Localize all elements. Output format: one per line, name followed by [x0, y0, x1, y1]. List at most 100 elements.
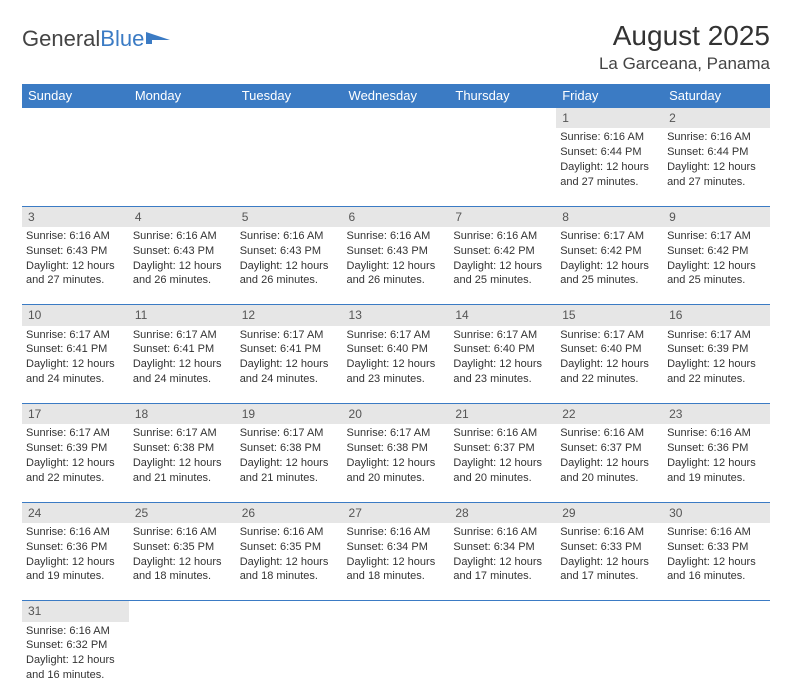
day-number: 18	[129, 404, 236, 425]
sunset-line: Sunset: 6:38 PM	[240, 441, 339, 456]
sunset-line: Sunset: 6:40 PM	[453, 342, 552, 357]
day-cell: Sunrise: 6:17 AMSunset: 6:38 PMDaylight:…	[343, 424, 450, 502]
day-cell: Sunrise: 6:16 AMSunset: 6:43 PMDaylight:…	[343, 227, 450, 305]
day-number	[22, 108, 129, 129]
sunrise-line: Sunrise: 6:17 AM	[560, 328, 659, 343]
location: La Garceana, Panama	[599, 54, 770, 74]
day-cell: Sunrise: 6:17 AMSunset: 6:39 PMDaylight:…	[663, 326, 770, 404]
day-number: 1	[556, 108, 663, 129]
day-number: 24	[22, 502, 129, 523]
day-cell: Sunrise: 6:16 AMSunset: 6:35 PMDaylight:…	[236, 523, 343, 601]
day-number: 28	[449, 502, 556, 523]
sunset-line: Sunset: 6:38 PM	[133, 441, 232, 456]
sunset-line: Sunset: 6:40 PM	[347, 342, 446, 357]
logo: GeneralBlue	[22, 20, 172, 52]
day-number: 15	[556, 305, 663, 326]
day-number: 7	[449, 206, 556, 227]
daylight-line: Daylight: 12 hours and 23 minutes.	[347, 357, 446, 387]
sunset-line: Sunset: 6:35 PM	[240, 540, 339, 555]
day-cell: Sunrise: 6:16 AMSunset: 6:33 PMDaylight:…	[663, 523, 770, 601]
sunset-line: Sunset: 6:41 PM	[240, 342, 339, 357]
day-cell	[663, 622, 770, 700]
day-number	[663, 601, 770, 622]
daynum-row: 12	[22, 108, 770, 129]
week-row: Sunrise: 6:16 AMSunset: 6:44 PMDaylight:…	[22, 128, 770, 206]
day-number: 16	[663, 305, 770, 326]
daylight-line: Daylight: 12 hours and 18 minutes.	[240, 555, 339, 585]
sunset-line: Sunset: 6:42 PM	[453, 244, 552, 259]
day-number	[343, 108, 450, 129]
day-number: 17	[22, 404, 129, 425]
sunset-line: Sunset: 6:32 PM	[26, 638, 125, 653]
day-number	[129, 108, 236, 129]
weekday-header: Tuesday	[236, 84, 343, 108]
sunrise-line: Sunrise: 6:17 AM	[347, 328, 446, 343]
sunset-line: Sunset: 6:34 PM	[453, 540, 552, 555]
sunset-line: Sunset: 6:43 PM	[240, 244, 339, 259]
day-cell: Sunrise: 6:17 AMSunset: 6:41 PMDaylight:…	[236, 326, 343, 404]
daylight-line: Daylight: 12 hours and 24 minutes.	[133, 357, 232, 387]
day-cell	[236, 128, 343, 206]
day-number: 29	[556, 502, 663, 523]
day-number: 22	[556, 404, 663, 425]
day-number: 30	[663, 502, 770, 523]
daynum-row: 17181920212223	[22, 404, 770, 425]
sunrise-line: Sunrise: 6:16 AM	[26, 624, 125, 639]
sunset-line: Sunset: 6:43 PM	[347, 244, 446, 259]
day-number	[556, 601, 663, 622]
day-cell: Sunrise: 6:16 AMSunset: 6:37 PMDaylight:…	[556, 424, 663, 502]
day-number: 6	[343, 206, 450, 227]
day-number: 20	[343, 404, 450, 425]
sunrise-line: Sunrise: 6:16 AM	[26, 525, 125, 540]
weekday-header: Monday	[129, 84, 236, 108]
sunrise-line: Sunrise: 6:17 AM	[240, 328, 339, 343]
daynum-row: 3456789	[22, 206, 770, 227]
daylight-line: Daylight: 12 hours and 26 minutes.	[347, 259, 446, 289]
sunrise-line: Sunrise: 6:16 AM	[347, 525, 446, 540]
sunrise-line: Sunrise: 6:16 AM	[560, 426, 659, 441]
weekday-header: Wednesday	[343, 84, 450, 108]
day-number: 19	[236, 404, 343, 425]
day-cell	[22, 128, 129, 206]
day-cell: Sunrise: 6:16 AMSunset: 6:37 PMDaylight:…	[449, 424, 556, 502]
daylight-line: Daylight: 12 hours and 19 minutes.	[667, 456, 766, 486]
day-number	[129, 601, 236, 622]
sunrise-line: Sunrise: 6:16 AM	[667, 426, 766, 441]
day-cell: Sunrise: 6:17 AMSunset: 6:41 PMDaylight:…	[129, 326, 236, 404]
day-number: 13	[343, 305, 450, 326]
day-cell: Sunrise: 6:16 AMSunset: 6:36 PMDaylight:…	[663, 424, 770, 502]
day-number	[236, 108, 343, 129]
sunrise-line: Sunrise: 6:16 AM	[453, 525, 552, 540]
day-number: 5	[236, 206, 343, 227]
day-number: 14	[449, 305, 556, 326]
sunset-line: Sunset: 6:37 PM	[560, 441, 659, 456]
daylight-line: Daylight: 12 hours and 25 minutes.	[560, 259, 659, 289]
sunset-line: Sunset: 6:44 PM	[560, 145, 659, 160]
day-cell	[556, 622, 663, 700]
day-number: 31	[22, 601, 129, 622]
daylight-line: Daylight: 12 hours and 16 minutes.	[26, 653, 125, 683]
daylight-line: Daylight: 12 hours and 24 minutes.	[26, 357, 125, 387]
weekday-header: Sunday	[22, 84, 129, 108]
day-cell	[236, 622, 343, 700]
daylight-line: Daylight: 12 hours and 19 minutes.	[26, 555, 125, 585]
day-number: 12	[236, 305, 343, 326]
week-row: Sunrise: 6:17 AMSunset: 6:39 PMDaylight:…	[22, 424, 770, 502]
sunrise-line: Sunrise: 6:17 AM	[26, 426, 125, 441]
day-number: 11	[129, 305, 236, 326]
day-number: 27	[343, 502, 450, 523]
sunrise-line: Sunrise: 6:17 AM	[133, 328, 232, 343]
day-number: 10	[22, 305, 129, 326]
week-row: Sunrise: 6:16 AMSunset: 6:43 PMDaylight:…	[22, 227, 770, 305]
daylight-line: Daylight: 12 hours and 20 minutes.	[347, 456, 446, 486]
day-number	[449, 108, 556, 129]
daylight-line: Daylight: 12 hours and 26 minutes.	[133, 259, 232, 289]
sunrise-line: Sunrise: 6:16 AM	[347, 229, 446, 244]
sunset-line: Sunset: 6:33 PM	[560, 540, 659, 555]
weekday-header-row: SundayMondayTuesdayWednesdayThursdayFrid…	[22, 84, 770, 108]
daylight-line: Daylight: 12 hours and 21 minutes.	[133, 456, 232, 486]
logo-text-1: General	[22, 26, 100, 52]
daylight-line: Daylight: 12 hours and 21 minutes.	[240, 456, 339, 486]
daylight-line: Daylight: 12 hours and 23 minutes.	[453, 357, 552, 387]
sunset-line: Sunset: 6:35 PM	[133, 540, 232, 555]
